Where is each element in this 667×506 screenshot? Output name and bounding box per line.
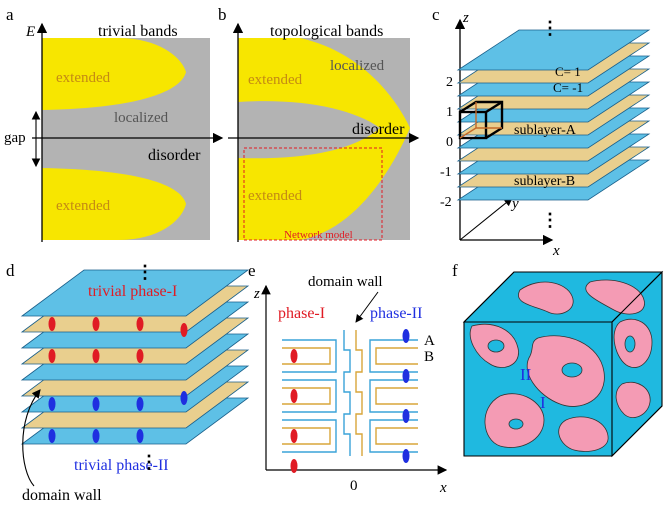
panel-e-domain-wall: domain wall xyxy=(308,274,383,290)
panel-b-extended-bottom-label: extended xyxy=(248,188,303,204)
panel-a-title: trivial bands xyxy=(98,23,178,40)
panel-b-localized-label: localized xyxy=(330,58,385,74)
panel-a-extended-bottom xyxy=(42,168,186,240)
panel-b-title: topological bands xyxy=(270,23,383,40)
panel-label-a: a xyxy=(6,5,14,24)
panel-label-f: f xyxy=(452,261,458,280)
tick-1: 1 xyxy=(446,105,453,120)
domain-wall-arrow xyxy=(22,389,41,487)
panel-b-localized-core xyxy=(238,101,380,159)
tick-2: 2 xyxy=(446,75,453,90)
panel-f: f II I xyxy=(452,261,664,458)
panel-a-axis-e: E xyxy=(25,24,35,40)
region-one-label: I xyxy=(540,393,546,412)
cyan-islands xyxy=(487,335,636,430)
sublayer-a-label: sublayer-A xyxy=(514,123,577,138)
panel-label-c: c xyxy=(432,5,440,24)
panel-a: a E trivial bands extended localized ext… xyxy=(4,5,224,242)
panel-e-label-a: A xyxy=(424,333,435,349)
cube-edges xyxy=(463,271,663,457)
tick-0: 0 xyxy=(446,135,453,150)
panel-c-dots-top: ⋮ xyxy=(541,18,559,38)
unit-cell-cube xyxy=(458,100,504,140)
unit-cell-hidden-edges xyxy=(459,102,502,139)
panel-label-e: e xyxy=(248,261,256,280)
chern-plus-label: C= 1 xyxy=(555,64,581,79)
chern-minus-label: C= -1 xyxy=(553,80,583,95)
panel-d-dots-mid: ⋮ xyxy=(140,452,158,472)
panel-c-y-axis xyxy=(459,197,513,241)
panel-e-phase-two: phase-II xyxy=(370,305,422,322)
panel-a-extended-top xyxy=(42,38,186,110)
phase-two-label: trivial phase-II xyxy=(74,457,169,474)
panel-d-layer-stack xyxy=(20,269,250,445)
layer xyxy=(456,29,651,71)
panel-b-disorder-label: disorder xyxy=(352,121,405,138)
panel-d-dots-top: ⋮ xyxy=(136,262,154,282)
panel-a-gap-label: gap xyxy=(4,130,26,146)
panel-c: c z y x 2 xyxy=(432,5,651,259)
network-model-label: Network model xyxy=(284,229,353,241)
panel-e-x-label: x xyxy=(439,480,447,496)
panel-c-x-label: x xyxy=(552,243,560,259)
panel-d-red-ellipses xyxy=(48,317,188,363)
panel-c-layer-stack xyxy=(456,29,651,201)
phase-one-label: trivial phase-I xyxy=(88,283,177,300)
domain-wall-label-d: domain wall xyxy=(22,487,102,504)
region-two-label: II xyxy=(520,365,532,384)
sublayer-b-label: sublayer-B xyxy=(514,174,575,189)
panel-a-localized-label: localized xyxy=(114,110,169,126)
panel-e-domain-wall-pointer xyxy=(355,291,379,323)
panel-c-dots-bottom: ⋮ xyxy=(541,210,559,230)
panel-e-label-b: B xyxy=(424,349,434,365)
tick-neg2: -2 xyxy=(440,195,452,210)
panel-b: b topological bands localized extended d… xyxy=(218,5,420,242)
panel-d: d trivial phase-I trivial phase-II ⋮ ⋮ d xyxy=(6,261,250,504)
panel-e-phase-one: phase-I xyxy=(278,305,325,322)
panel-c-z-label: z xyxy=(462,10,469,26)
panel-label-d: d xyxy=(6,261,15,280)
panel-e-zero-label: 0 xyxy=(350,478,358,494)
panel-e-red-ellipses xyxy=(290,349,298,473)
panel-c-y-label: y xyxy=(510,196,519,212)
panel-e: e z x 0 domain wall phase-I phase-II A B xyxy=(248,261,448,496)
panel-label-b: b xyxy=(218,5,227,24)
panel-e-layers xyxy=(282,330,418,456)
panel-d-blue-ellipses xyxy=(48,391,188,443)
panel-a-disorder-label: disorder xyxy=(148,147,201,164)
panel-a-extended-top-label: extended xyxy=(56,70,111,86)
panel-e-z-label: z xyxy=(253,286,260,302)
layer xyxy=(20,269,250,317)
panel-e-blue-ellipses xyxy=(402,329,410,463)
tick-neg1: -1 xyxy=(440,165,452,180)
panel-b-extended-top-label: extended xyxy=(248,72,303,88)
panel-a-extended-bottom-label: extended xyxy=(56,198,111,214)
